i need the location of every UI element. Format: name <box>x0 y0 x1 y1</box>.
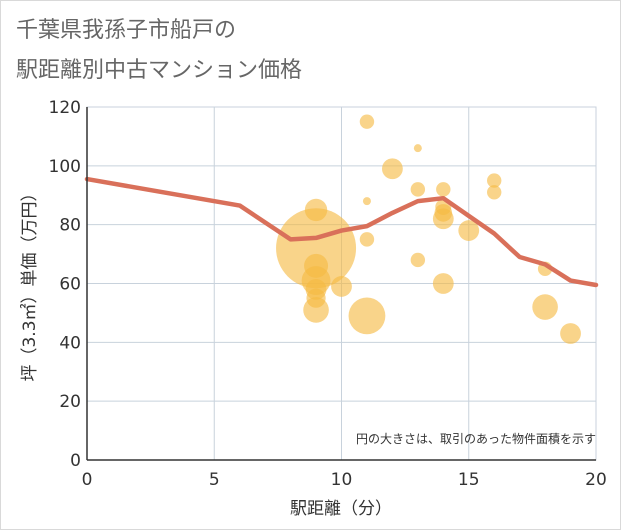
y-axis-label: 坪（3.3㎡）単価（万円） <box>20 184 40 381</box>
y-tick-label: 100 <box>49 157 81 177</box>
chart-title-line-2: 駅距離別中古マンション価格 <box>16 58 303 83</box>
data-bubble <box>436 182 451 197</box>
axis-layer: 0 5 10 15 20 0 20 40 60 80 100 120 <box>49 98 607 490</box>
y-tick-label: 80 <box>59 216 81 236</box>
y-tick-label: 60 <box>59 275 81 295</box>
data-bubble <box>304 198 328 222</box>
data-bubble <box>359 232 375 247</box>
data-bubble <box>331 276 352 297</box>
data-bubble <box>303 297 329 323</box>
data-bubble <box>487 185 502 200</box>
data-bubble <box>413 144 422 153</box>
size-note: 円の大きさは、取引のあった物件面積を示す <box>356 431 596 446</box>
data-bubble <box>348 297 386 335</box>
data-bubble <box>382 158 403 180</box>
data-bubble <box>359 114 375 129</box>
data-bubble <box>532 294 558 320</box>
data-bubble <box>362 197 371 206</box>
y-tick-label: 120 <box>49 98 81 118</box>
data-bubble <box>487 173 502 188</box>
data-bubble <box>432 208 454 230</box>
y-tick-label: 40 <box>59 333 81 353</box>
data-bubble <box>276 208 357 289</box>
x-tick-label: 20 <box>585 470 607 490</box>
data-bubble <box>458 220 480 241</box>
data-bubble <box>560 323 581 344</box>
x-tick-label: 0 <box>82 470 93 490</box>
chart-title-line-1: 千葉県我孫子市船戸の <box>16 18 237 43</box>
data-bubble <box>410 182 426 197</box>
x-tick-label: 15 <box>458 470 480 490</box>
data-bubble <box>432 273 454 294</box>
data-bubble <box>410 252 426 268</box>
line-layer <box>84 176 599 288</box>
x-tick-label: 10 <box>331 470 353 490</box>
average-price-line <box>84 176 599 288</box>
x-tick-label: 5 <box>209 470 220 490</box>
x-axis-label: 駅距離（分） <box>290 499 392 519</box>
bubble-layer <box>276 114 581 344</box>
y-tick-label: 20 <box>59 392 81 412</box>
y-tick-label: 0 <box>70 451 81 471</box>
